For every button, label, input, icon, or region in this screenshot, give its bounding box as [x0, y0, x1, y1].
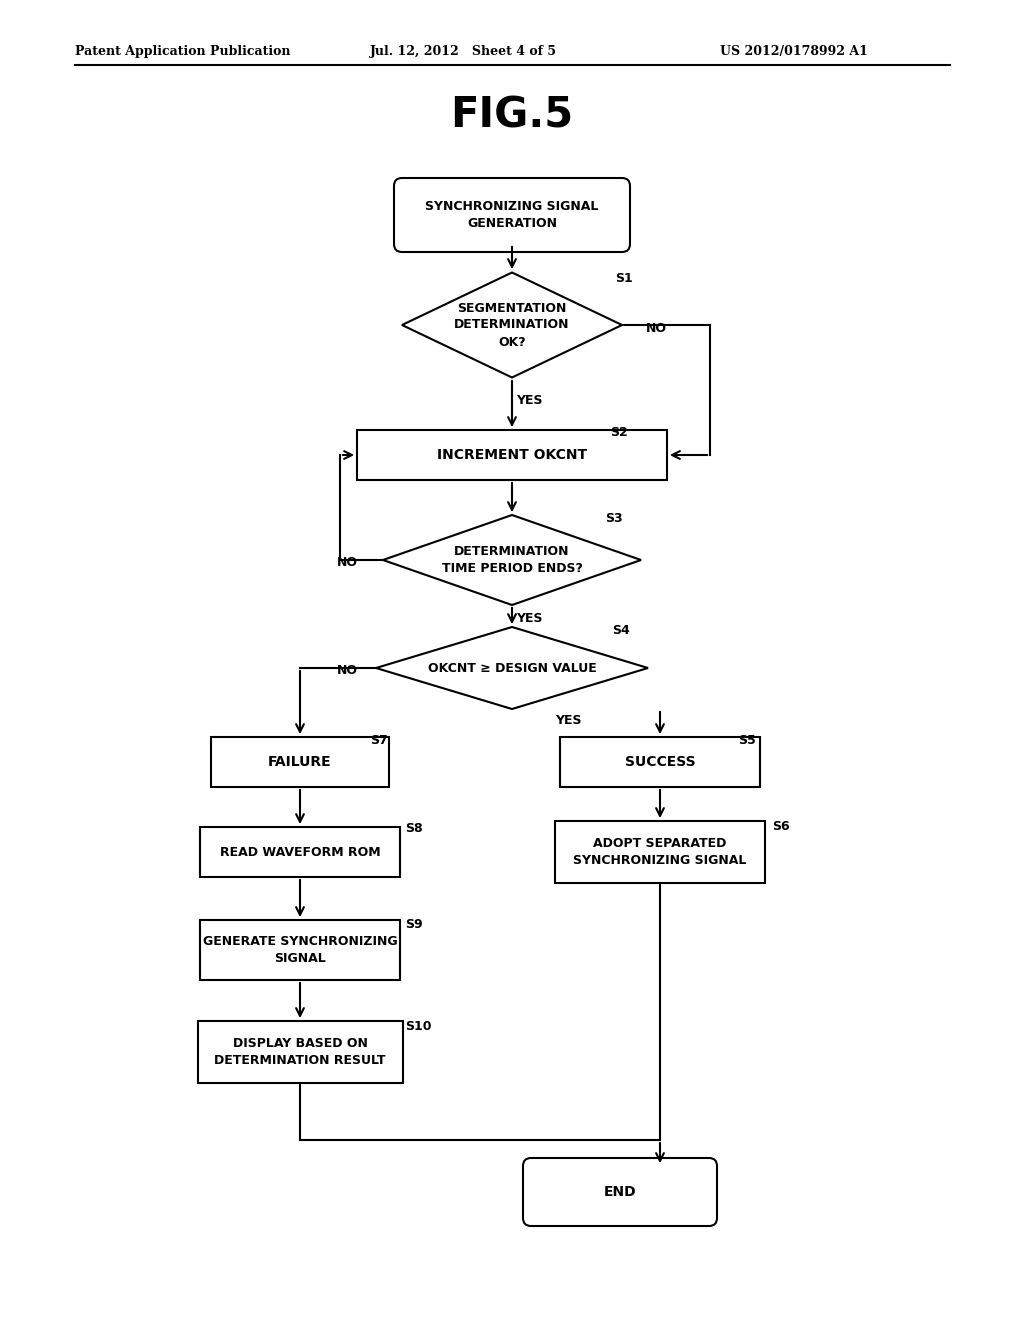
Bar [200, 920, 400, 979]
Text: GENERATE SYNCHRONIZING
SIGNAL: GENERATE SYNCHRONIZING SIGNAL [203, 935, 397, 965]
Text: SEGMENTATION
DETERMINATION
OK?: SEGMENTATION DETERMINATION OK? [455, 301, 569, 348]
Text: S3: S3 [605, 511, 623, 524]
Bar [198, 1020, 402, 1082]
Text: END: END [604, 1185, 636, 1199]
Text: US 2012/0178992 A1: US 2012/0178992 A1 [720, 45, 868, 58]
Text: SUCCESS: SUCCESS [625, 755, 695, 770]
Text: S1: S1 [615, 272, 633, 285]
Text: NO: NO [337, 664, 358, 676]
Polygon shape [376, 627, 648, 709]
Polygon shape [383, 515, 641, 605]
Text: S4: S4 [612, 623, 630, 636]
Text: S9: S9 [406, 917, 423, 931]
Polygon shape [402, 272, 622, 378]
Text: S7: S7 [370, 734, 388, 747]
Bar [211, 737, 389, 787]
Text: INCREMENT OKCNT: INCREMENT OKCNT [437, 447, 587, 462]
Text: Jul. 12, 2012   Sheet 4 of 5: Jul. 12, 2012 Sheet 4 of 5 [370, 45, 557, 58]
Text: S2: S2 [610, 425, 628, 438]
Text: OKCNT ≥ DESIGN VALUE: OKCNT ≥ DESIGN VALUE [428, 661, 596, 675]
FancyBboxPatch shape [523, 1158, 717, 1226]
FancyBboxPatch shape [394, 178, 630, 252]
Text: FAILURE: FAILURE [268, 755, 332, 770]
Text: DETERMINATION
TIME PERIOD ENDS?: DETERMINATION TIME PERIOD ENDS? [441, 545, 583, 576]
Text: READ WAVEFORM ROM: READ WAVEFORM ROM [220, 846, 380, 858]
Bar [357, 430, 667, 480]
Text: S5: S5 [738, 734, 756, 747]
Text: YES: YES [555, 714, 582, 726]
Bar [560, 737, 760, 787]
Bar [200, 828, 400, 876]
Text: FIG.5: FIG.5 [451, 94, 573, 136]
Text: S10: S10 [406, 1019, 431, 1032]
Text: SYNCHRONIZING SIGNAL
GENERATION: SYNCHRONIZING SIGNAL GENERATION [425, 201, 599, 230]
Text: NO: NO [337, 556, 358, 569]
Text: NO: NO [646, 322, 667, 334]
Text: ADOPT SEPARATED
SYNCHRONIZING SIGNAL: ADOPT SEPARATED SYNCHRONIZING SIGNAL [573, 837, 746, 867]
Text: YES: YES [516, 611, 543, 624]
Bar [555, 821, 765, 883]
Text: S8: S8 [406, 821, 423, 834]
Text: YES: YES [516, 393, 543, 407]
Text: DISPLAY BASED ON
DETERMINATION RESULT: DISPLAY BASED ON DETERMINATION RESULT [214, 1038, 386, 1067]
Text: S6: S6 [772, 820, 790, 833]
Text: Patent Application Publication: Patent Application Publication [75, 45, 291, 58]
